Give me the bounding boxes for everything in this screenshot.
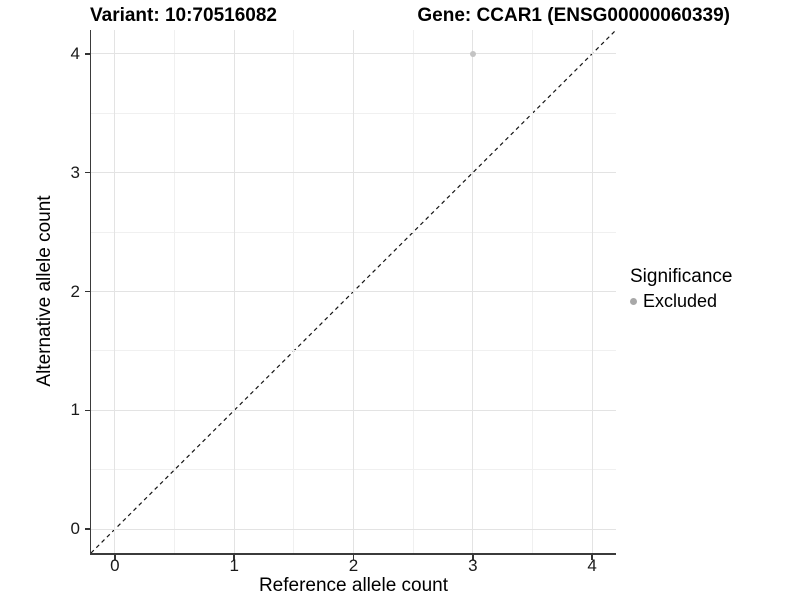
y-axis-ticks bbox=[84, 30, 90, 553]
y-tick-mark bbox=[84, 290, 90, 293]
legend-entry-excluded: Excluded bbox=[630, 291, 732, 312]
x-axis-line bbox=[89, 553, 616, 555]
y-tick-label: 2 bbox=[70, 281, 80, 301]
x-tick-mark bbox=[352, 554, 355, 560]
x-axis-title: Reference allele count bbox=[258, 575, 449, 596]
y-tick-mark bbox=[84, 53, 90, 55]
y-gridline-major bbox=[91, 528, 616, 530]
plot-panel bbox=[89, 29, 617, 555]
x-tick-label: 3 bbox=[468, 556, 478, 575]
y-gridline-major bbox=[91, 172, 616, 174]
excluded-marker-icon bbox=[630, 298, 637, 305]
x-tick-label: 4 bbox=[587, 556, 597, 575]
x-tick-mark bbox=[591, 554, 593, 560]
variant-title: Variant: 10:70516082 bbox=[90, 5, 277, 26]
x-tick-mark bbox=[114, 554, 116, 560]
y-axis-title: Alternative allele count bbox=[34, 195, 55, 387]
y-tick-label: 0 bbox=[70, 519, 80, 539]
y-tick-label: 4 bbox=[70, 43, 80, 63]
y-tick-mark bbox=[84, 528, 90, 530]
x-tick-mark bbox=[233, 554, 235, 560]
y-axis-line bbox=[89, 30, 91, 555]
gene-title: Gene: CCAR1 (ENSG00000060339) bbox=[417, 5, 730, 26]
y-tick-mark bbox=[84, 171, 90, 174]
x-tick-label: 1 bbox=[229, 556, 239, 575]
x-tick-label: 2 bbox=[348, 556, 359, 575]
y-gridline-major bbox=[91, 53, 616, 55]
y-gridline-major bbox=[91, 291, 616, 292]
legend-title: Significance bbox=[630, 266, 733, 287]
data-point bbox=[469, 50, 476, 57]
y-tick-label: 1 bbox=[70, 400, 80, 420]
y-axis-tick-labels: 0 1 2 3 4 bbox=[40, 30, 80, 553]
y-gridline-major bbox=[91, 409, 616, 411]
x-tick-label: 0 bbox=[110, 556, 120, 575]
x-tick-mark bbox=[472, 554, 474, 560]
y-tick-label: 3 bbox=[70, 162, 80, 182]
legend-entry-label: Excluded bbox=[643, 291, 718, 311]
legend: Significance Excluded bbox=[630, 265, 732, 312]
x-axis-ticks bbox=[91, 554, 616, 560]
plot-title-row: Variant: 10:70516082 Gene: CCAR1 (ENSG00… bbox=[90, 5, 730, 27]
y-tick-mark bbox=[84, 409, 90, 412]
x-axis-tick-labels: 0 1 2 3 4 bbox=[91, 556, 616, 576]
